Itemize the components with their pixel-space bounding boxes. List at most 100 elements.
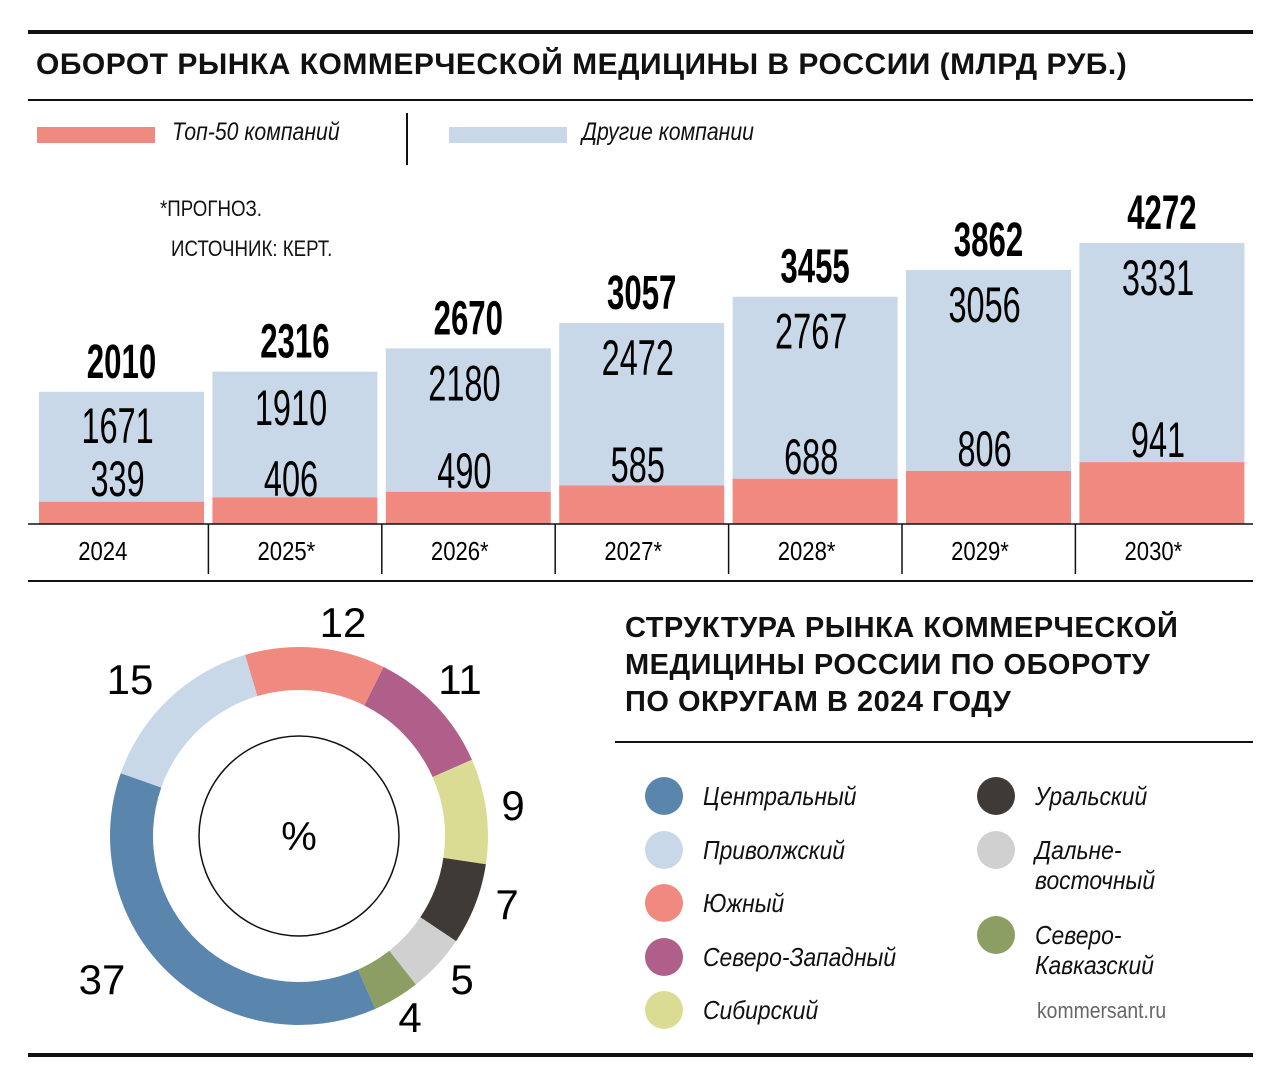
legend-label-others: Другие компании bbox=[582, 118, 754, 146]
bar-others bbox=[1079, 243, 1245, 463]
legend-item: Приволжский bbox=[645, 830, 864, 869]
year-tick-label: 2027* bbox=[604, 537, 662, 566]
bar-others bbox=[906, 269, 1071, 471]
legend-label-line: Уральский bbox=[1035, 781, 1148, 811]
donut-inner-circle bbox=[198, 735, 400, 937]
bar-top50 bbox=[732, 478, 898, 524]
legend-label: Сибирский bbox=[703, 995, 819, 1025]
donut-slice bbox=[245, 647, 384, 706]
legend-item: Сибирский bbox=[645, 991, 834, 1029]
year-tick-label: 2024 bbox=[78, 537, 127, 566]
slice-value-label: 11 bbox=[438, 656, 482, 703]
bar-top50 bbox=[1079, 462, 1245, 524]
total-label: 2670 bbox=[434, 291, 503, 346]
others-value-label: 1671 bbox=[81, 398, 153, 454]
legend-label: Северо- Кавказский bbox=[1035, 920, 1154, 980]
legend-label: Центральный bbox=[703, 781, 857, 811]
slice-value-label: 5 bbox=[450, 956, 473, 1003]
donut-slice bbox=[432, 759, 489, 865]
year-tick-label: 2026* bbox=[431, 537, 489, 566]
top50-value-label: 490 bbox=[437, 443, 491, 499]
donut-title: СТРУКТУРА РЫНКА КОММЕРЧЕСКОЙ МЕДИЦИНЫ РО… bbox=[625, 610, 1178, 721]
donut-chart: 12 11 9 754 37 15% bbox=[79, 599, 525, 1041]
slice-value-label: 12 bbox=[320, 599, 367, 646]
bar-others bbox=[559, 322, 725, 486]
top50-value-label: 688 bbox=[784, 429, 838, 485]
total-label: 2316 bbox=[260, 314, 329, 369]
slice-value-label: 37 bbox=[79, 956, 126, 1003]
donut-title-line: МЕДИЦИНЫ РОССИИ ПО ОБОРОТУ bbox=[625, 649, 1151, 681]
bar-top50 bbox=[212, 497, 378, 524]
legend-label-line: Дальне- bbox=[1035, 835, 1122, 865]
bar-others bbox=[212, 371, 378, 498]
donut-slice bbox=[120, 654, 258, 788]
legend-item: Северо- Кавказский bbox=[977, 916, 1170, 980]
legend-item: Северо-Западный bbox=[645, 937, 922, 976]
bar-others bbox=[732, 296, 898, 479]
donut-slice bbox=[357, 950, 416, 1009]
donut-title-line: СТРУКТУРА РЫНКА КОММЕРЧЕСКОЙ bbox=[625, 612, 1179, 644]
legend-label-line: восточный bbox=[1035, 865, 1156, 895]
percent-label: % bbox=[281, 815, 317, 859]
bar-top50 bbox=[385, 491, 551, 524]
legend-label-line: Кавказский bbox=[1035, 950, 1155, 980]
legend-dot bbox=[977, 916, 1015, 954]
year-tick-label: 2029* bbox=[951, 537, 1009, 566]
title-rule bbox=[28, 99, 1253, 101]
section-rule bbox=[28, 580, 1253, 582]
legend-item: Уральский bbox=[977, 777, 1163, 815]
bar-chart-title: ОБОРОТ РЫНКА КОММЕРЧЕСКОЙ МЕДИЦИНЫ В РОС… bbox=[36, 48, 1128, 81]
donut-slice bbox=[110, 773, 376, 1025]
legend-dot bbox=[977, 777, 1015, 815]
top50-value-label: 585 bbox=[611, 437, 665, 493]
top-rule bbox=[28, 30, 1253, 34]
legend-label: Дальне-восточный bbox=[1035, 835, 1155, 895]
donut-slice bbox=[389, 917, 457, 985]
slice-value-label: 4 bbox=[398, 994, 421, 1041]
legend-dot bbox=[645, 991, 683, 1029]
legend-label-line: Северо- bbox=[1035, 920, 1122, 950]
slice-value-label: 7 bbox=[495, 881, 518, 928]
legend-dot bbox=[977, 831, 1015, 869]
forecast-note: *ПРОГНОЗ. bbox=[160, 196, 262, 221]
bar-others bbox=[39, 391, 204, 502]
total-label: 3862 bbox=[954, 212, 1023, 267]
legend-item: Центральный bbox=[645, 777, 877, 815]
bar-top50 bbox=[559, 485, 725, 524]
year-tick-label: 2028* bbox=[778, 537, 836, 566]
bottom-rule bbox=[28, 1053, 1253, 1057]
legend-dot bbox=[645, 937, 683, 976]
bar-others bbox=[385, 348, 551, 492]
total-label: 2010 bbox=[87, 334, 156, 389]
legend-dot bbox=[645, 777, 683, 815]
legend-label: Южный bbox=[703, 888, 785, 918]
legend-swatch-top50 bbox=[37, 127, 155, 143]
donut-slice bbox=[364, 667, 472, 778]
credit: kommersant.ru bbox=[1037, 998, 1167, 1023]
bar-top50 bbox=[39, 501, 204, 524]
total-label: 3455 bbox=[780, 239, 849, 294]
legend-item: Южный bbox=[645, 884, 795, 922]
legend-label: Северо-Западный bbox=[703, 941, 897, 972]
donut-slice bbox=[420, 857, 486, 942]
year-tick-label: 2025* bbox=[258, 537, 316, 566]
top50-value-label: 406 bbox=[264, 451, 318, 507]
top50-value-label: 806 bbox=[957, 421, 1011, 477]
others-value-label: 1910 bbox=[255, 380, 327, 436]
legend-dot bbox=[645, 884, 683, 922]
source-note: ИСТОЧНИК: КЕРТ. bbox=[171, 236, 333, 261]
donut-title-line: ПО ОКРУГАМ В 2024 ГОДУ bbox=[625, 686, 1012, 718]
year-tick-label: 2030* bbox=[1125, 537, 1183, 566]
bar-top50 bbox=[906, 470, 1071, 524]
others-value-label: 2472 bbox=[602, 330, 674, 386]
legend-item: Дальне-восточный bbox=[977, 831, 1171, 895]
slice-value-label: 9 bbox=[501, 782, 524, 829]
legend-dot bbox=[645, 830, 683, 869]
legend-divider bbox=[406, 113, 408, 165]
others-value-label: 3056 bbox=[948, 277, 1020, 333]
total-label: 3057 bbox=[607, 265, 676, 320]
others-value-label: 2767 bbox=[775, 304, 847, 360]
slice-value-label: 15 bbox=[107, 656, 154, 703]
